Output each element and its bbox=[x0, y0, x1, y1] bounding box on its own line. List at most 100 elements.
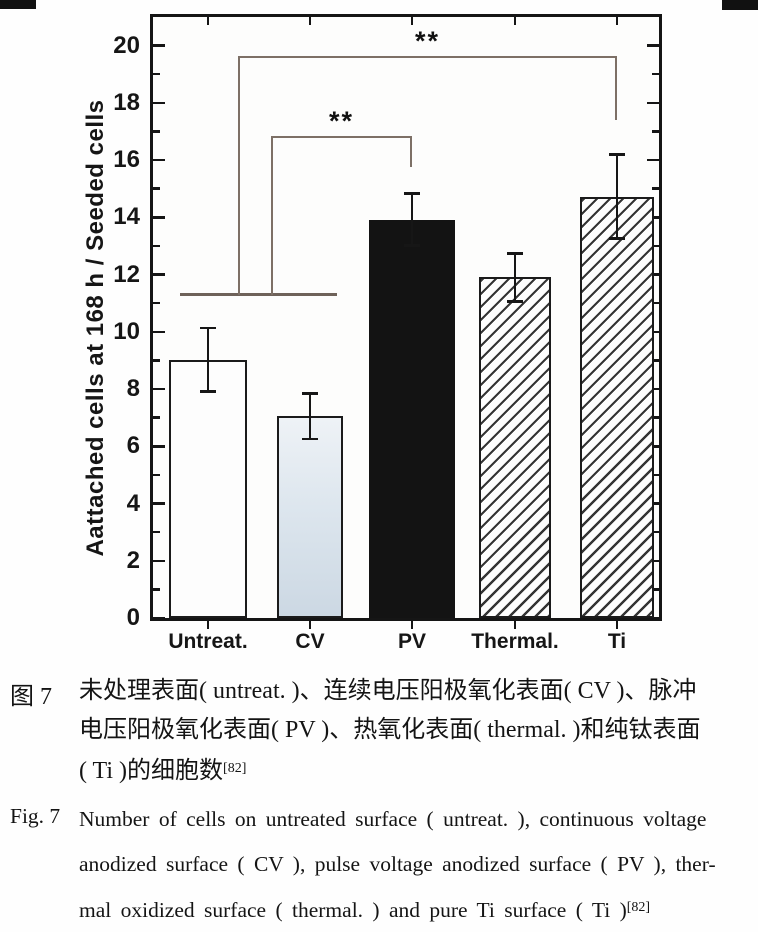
y-tick-label: 12 bbox=[113, 260, 140, 288]
y-tick-left bbox=[153, 244, 160, 248]
scan-artifact-top-left bbox=[0, 0, 36, 9]
caption-zh-line-3: ( Ti )的细胞数[82] bbox=[79, 758, 247, 784]
significance-bracket bbox=[271, 135, 412, 138]
significance-group-line bbox=[180, 293, 337, 297]
x-tick-bottom bbox=[615, 621, 619, 629]
y-tick-right bbox=[652, 244, 659, 248]
error-bar-cap-bottom bbox=[507, 300, 523, 303]
significance-drop bbox=[410, 135, 412, 168]
y-tick-left bbox=[153, 44, 165, 47]
y-tick-left bbox=[153, 359, 160, 362]
x-tick-top bbox=[308, 17, 312, 25]
significance-stem bbox=[238, 55, 240, 295]
x-tick-top bbox=[206, 17, 210, 25]
bar-untreat bbox=[169, 360, 247, 618]
citation-ref: [82] bbox=[626, 900, 651, 915]
y-tick-left bbox=[153, 330, 165, 334]
caption-en-line-3: mal oxidized surface ( thermal. ) and pu… bbox=[79, 898, 651, 922]
bar-pv bbox=[369, 220, 455, 618]
y-tick-right bbox=[652, 530, 659, 534]
y-tick-label: 16 bbox=[113, 146, 140, 174]
y-tick-label: 20 bbox=[113, 31, 140, 59]
y-tick-left bbox=[153, 473, 160, 477]
x-category-label: Untreat. bbox=[168, 630, 248, 653]
x-tick-bottom bbox=[410, 621, 414, 629]
error-bar-cap-top bbox=[302, 392, 318, 395]
y-tick-left bbox=[153, 301, 160, 305]
citation-ref: [82] bbox=[223, 761, 247, 776]
significance-stem bbox=[271, 135, 273, 295]
x-category-label: Thermal. bbox=[471, 630, 559, 653]
error-bar bbox=[410, 193, 414, 246]
y-tick-right bbox=[647, 158, 659, 162]
x-tick-bottom bbox=[308, 621, 312, 629]
y-tick-label: 14 bbox=[113, 203, 140, 231]
y-tick-right bbox=[652, 301, 659, 305]
y-tick-right bbox=[652, 187, 659, 190]
caption-zh-line-1: 未处理表面( untreat. )、连续电压阳极氧化表面( CV )、脉冲 bbox=[79, 678, 697, 704]
y-tick-label: 4 bbox=[126, 489, 140, 517]
error-bar bbox=[206, 327, 210, 392]
y-tick-left bbox=[153, 187, 160, 190]
error-bar-cap-top bbox=[609, 153, 625, 156]
bar-ti bbox=[580, 197, 654, 618]
y-tick-label: 18 bbox=[113, 88, 140, 116]
significance-bracket bbox=[238, 55, 617, 58]
y-tick-left bbox=[153, 101, 165, 105]
y-tick-left bbox=[153, 216, 165, 219]
error-bar-cap-bottom bbox=[302, 437, 318, 441]
y-tick-label: 10 bbox=[113, 317, 140, 345]
x-category-label: Ti bbox=[607, 630, 627, 653]
y-tick-left bbox=[153, 445, 165, 448]
error-bar-cap-bottom bbox=[609, 237, 625, 240]
error-bar-cap-bottom bbox=[404, 244, 420, 247]
caption-zh-line-2: 电压阳极氧化表面( PV )、热氧化表面( thermal. )和纯钛表面 bbox=[79, 717, 701, 743]
x-tick-top bbox=[615, 17, 619, 25]
significance-stars: ** bbox=[328, 105, 354, 136]
error-bar bbox=[308, 393, 312, 440]
x-category-label: CV bbox=[295, 630, 325, 653]
y-tick-right bbox=[652, 588, 659, 591]
bar-cv bbox=[277, 416, 343, 618]
y-tick-right bbox=[647, 101, 659, 105]
y-tick-left bbox=[153, 616, 165, 620]
y-tick-left bbox=[153, 387, 165, 391]
error-bar-cap-bottom bbox=[200, 390, 216, 393]
y-tick-left bbox=[153, 588, 160, 591]
x-tick-bottom bbox=[206, 621, 210, 629]
caption-zh-label: 图 7 bbox=[10, 684, 52, 710]
error-bar-cap-top bbox=[507, 252, 523, 255]
y-tick-right bbox=[652, 473, 659, 477]
y-tick-left bbox=[153, 530, 160, 534]
y-tick-right bbox=[652, 359, 659, 362]
y-tick-right bbox=[652, 130, 659, 133]
x-category-label: PV bbox=[397, 630, 426, 653]
error-bar-cap-top bbox=[200, 326, 216, 330]
caption-en-label: Fig. 7 bbox=[10, 804, 61, 828]
y-tick-right bbox=[652, 416, 659, 419]
error-bar bbox=[513, 253, 517, 302]
x-tick-top bbox=[410, 17, 414, 25]
y-tick-label: 6 bbox=[126, 432, 140, 460]
y-tick-right bbox=[647, 44, 659, 47]
y-tick-left bbox=[153, 273, 165, 276]
y-tick-left bbox=[153, 502, 165, 505]
bar-thermal bbox=[479, 277, 551, 618]
x-tick-top bbox=[513, 17, 517, 25]
y-tick-left bbox=[153, 158, 165, 162]
plot-area: ** ** bbox=[150, 14, 662, 621]
x-tick-bottom bbox=[513, 621, 517, 629]
caption-en-line-1: Number of cells on untreated surface ( u… bbox=[79, 807, 707, 831]
error-bar bbox=[615, 154, 619, 239]
y-tick-right bbox=[647, 616, 659, 620]
y-tick-right bbox=[652, 72, 659, 76]
caption-en-line-2: anodized surface ( CV ), pulse voltage a… bbox=[79, 851, 716, 876]
y-tick-label: 0 bbox=[126, 604, 140, 631]
scan-artifact-top-right bbox=[722, 0, 758, 10]
error-bar-cap-top bbox=[404, 192, 420, 195]
y-tick-left bbox=[153, 559, 165, 562]
y-tick-left bbox=[153, 72, 160, 76]
y-tick-left bbox=[153, 130, 160, 133]
y-tick-label: 2 bbox=[126, 546, 140, 574]
